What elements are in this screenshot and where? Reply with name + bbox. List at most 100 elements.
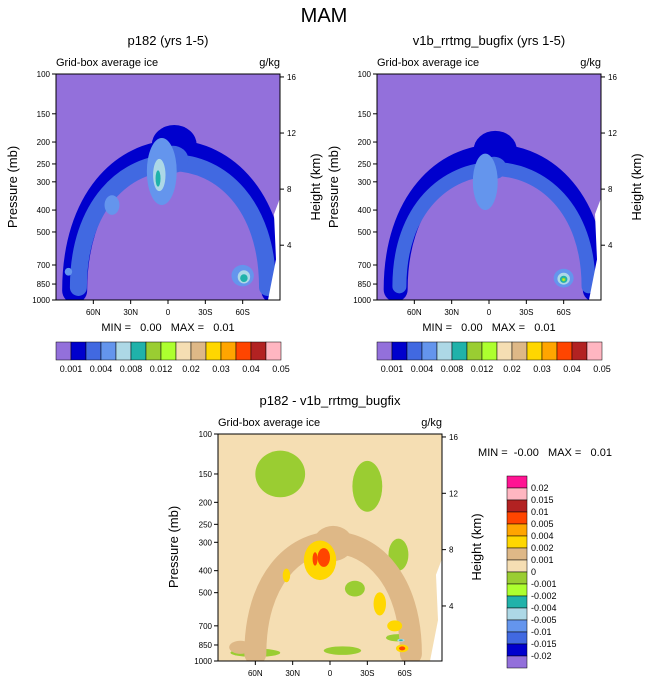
colorbar-label-4: 0.004 [531, 531, 554, 541]
contour-blob-1 [352, 460, 383, 512]
contour-blob-11 [373, 592, 386, 616]
colorbar-box-2 [406, 341, 423, 361]
colorbar: 0.001 0.004 0.008 0.012 0.02 0.03 0.04 0.05 [55, 341, 290, 374]
colorbar-box-7 [481, 341, 498, 361]
contour-blob-5 [323, 646, 362, 655]
h-tick-label-3: 4 [287, 241, 292, 250]
x-tick-label-3: 30S [198, 308, 212, 317]
colorbar-label-7: 0.05 [272, 364, 290, 374]
colorbar-box-14 [586, 341, 603, 361]
min-max-text: MIN = -0.00 MAX = 0.01 [478, 447, 612, 459]
y2-axis-label: Height (km) [629, 153, 644, 220]
variable-label: Grid-box average ice [218, 417, 320, 429]
plot-layers [218, 434, 442, 661]
colorbar-label-3: 0.012 [471, 364, 494, 374]
colorbar-label-8: -0.001 [531, 579, 557, 589]
x-tick-label-3: 30S [519, 308, 533, 317]
p-tick-label-6: 500 [199, 589, 213, 598]
y2-axis-label: Height (km) [308, 153, 323, 220]
p-tick-label-8: 850 [199, 641, 213, 650]
surface-mask [268, 198, 280, 300]
colorbar-box-2 [85, 341, 102, 361]
h-tick-label-2: 8 [287, 185, 292, 194]
y2-axis-label: Height (km) [469, 513, 484, 580]
contour-blob-10 [282, 568, 291, 583]
contour-blob-8 [229, 640, 252, 654]
h-tick-label-1: 12 [449, 489, 458, 498]
panel-p182: p182 (yrs 1-5) Grid-box average ice g/kg… [5, 33, 323, 374]
colorbar-box-1 [506, 487, 528, 501]
colorbar-box-3 [100, 341, 117, 361]
colorbar-label-3: 0.005 [531, 519, 554, 529]
colorbar-label-5: 0.002 [531, 543, 554, 553]
p-tick-label-1: 150 [199, 470, 213, 479]
p-tick-label-2: 200 [199, 498, 213, 507]
h-tick-label-2: 8 [608, 185, 613, 194]
h-tick-label-3: 4 [608, 241, 613, 250]
p-tick-label-8: 850 [358, 280, 372, 289]
colorbar-box-8 [496, 341, 513, 361]
p-tick-label-0: 100 [358, 70, 372, 79]
p-tick-label-3: 250 [37, 160, 51, 169]
colorbar-box-0 [376, 341, 393, 361]
p-tick-label-6: 500 [37, 228, 51, 237]
y-axis-label: Pressure (mb) [166, 506, 181, 588]
panel-v1b: v1b_rrtmg_bugfix (yrs 1-5) Grid-box aver… [326, 33, 644, 374]
colorbar-label-6: 0.04 [563, 364, 581, 374]
colorbar-box-5 [451, 341, 468, 361]
colorbar-box-4 [436, 341, 453, 361]
panel-title: v1b_rrtmg_bugfix (yrs 1-5) [413, 33, 565, 48]
contour-blob-7 [240, 274, 248, 282]
contour-blob-15 [312, 552, 318, 566]
colorbar-box-6 [506, 547, 528, 561]
p-tick-label-1: 150 [358, 110, 372, 119]
colorbar-label-1: 0.004 [90, 364, 113, 374]
x-tick-label-2: 0 [487, 308, 492, 317]
colorbar-box-1 [70, 341, 87, 361]
colorbar-box-12 [235, 341, 252, 361]
units-label: g/kg [421, 417, 442, 429]
colorbar-box-3 [506, 511, 528, 525]
p-tick-label-5: 400 [358, 206, 372, 215]
x-tick-label-4: 60S [398, 669, 412, 678]
colorbar-label-6: 0.04 [242, 364, 260, 374]
y-axis-label: Pressure (mb) [326, 146, 341, 228]
p-tick-label-0: 100 [199, 430, 213, 439]
x-tick-label-0: 60N [407, 308, 422, 317]
colorbar-box-3 [421, 341, 438, 361]
x-tick-label-3: 30S [360, 669, 374, 678]
colorbar-label-7: 0 [531, 567, 536, 577]
min-max-text: MIN = 0.00 MAX = 0.01 [422, 322, 555, 334]
h-tick-label-0: 16 [287, 73, 296, 82]
colorbar-box-11 [541, 341, 558, 361]
h-tick-label-0: 16 [449, 433, 458, 442]
p-tick-label-7: 700 [358, 261, 372, 270]
colorbar-box-0 [506, 475, 528, 489]
colorbar-label-1: 0.004 [411, 364, 434, 374]
colorbar-label-2: 0.008 [120, 364, 143, 374]
colorbar-box-14 [265, 341, 282, 361]
colorbar-box-6 [466, 341, 483, 361]
p-tick-label-1: 150 [37, 110, 51, 119]
variable-label: Grid-box average ice [56, 57, 158, 69]
colorbar-box-11 [220, 341, 237, 361]
contour-blob-0 [255, 450, 306, 498]
contour-blob-8 [64, 267, 73, 276]
colorbar-label-12: -0.01 [531, 627, 552, 637]
p-tick-label-5: 400 [199, 567, 213, 576]
colorbar-label-2: 0.008 [441, 364, 464, 374]
colorbar-box-14 [506, 643, 528, 657]
colorbar-box-10 [205, 341, 222, 361]
colorbar-box-10 [526, 341, 543, 361]
x-tick-label-1: 30N [123, 308, 138, 317]
colorbar-box-9 [506, 583, 528, 597]
colorbar-box-1 [391, 341, 408, 361]
contour-blob-16 [399, 646, 406, 651]
h-tick-label-1: 12 [608, 129, 617, 138]
p-tick-label-0: 100 [37, 70, 51, 79]
plot-layers [56, 74, 280, 300]
colorbar: 0.02 0.015 0.01 0.005 0.004 0.002 0.001 0 -0.001… [506, 475, 557, 669]
p-tick-label-8: 850 [37, 280, 51, 289]
x-tick-label-2: 0 [166, 308, 171, 317]
colorbar-label-7: 0.05 [593, 364, 611, 374]
